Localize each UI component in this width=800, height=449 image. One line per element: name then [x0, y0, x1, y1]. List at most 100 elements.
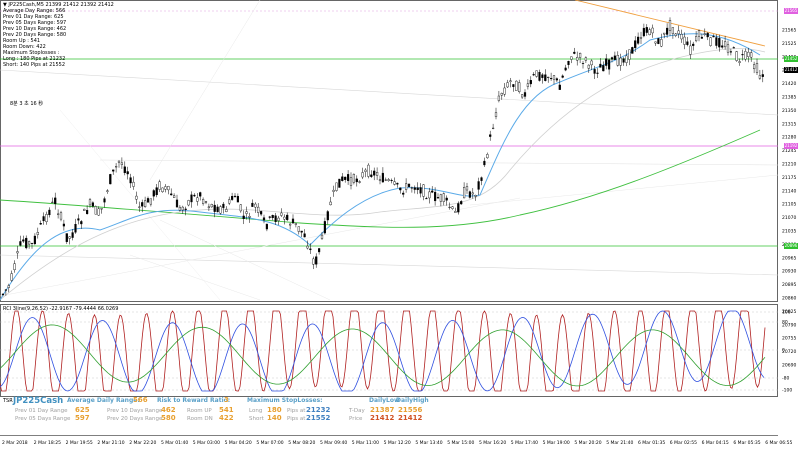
rci-axis-label: -100: [782, 388, 792, 394]
candle-body: [233, 195, 237, 198]
candle-body: [492, 127, 495, 129]
candle-body: [431, 190, 434, 193]
time-axis-label: 2 Mar 21:10: [97, 440, 124, 446]
candle-body: [367, 164, 370, 177]
candle-body: [68, 236, 71, 239]
candle-body: [471, 192, 474, 195]
candle-body: [506, 82, 509, 88]
candle-body: [155, 187, 158, 196]
candle-body: [117, 160, 121, 163]
rci-long-line: [0, 324, 766, 387]
ma-mid-line: [0, 48, 766, 301]
price-axis-label: 21245: [782, 148, 796, 154]
candle-body: [167, 186, 170, 191]
candle-body: [718, 38, 721, 48]
candle-body: [370, 174, 373, 177]
candle-body: [741, 54, 744, 56]
stat-line: Maximum Stoplosses :: [3, 50, 60, 56]
time-axis-label: 5 Mar 09:40: [320, 440, 347, 446]
long-label: Long: [249, 408, 263, 414]
candle-body: [587, 64, 590, 69]
candle-body: [697, 30, 701, 37]
candle-body: [341, 176, 344, 181]
candle-body: [541, 74, 544, 78]
price-tag-top: 21565: [784, 8, 798, 14]
long-pips: 180: [267, 406, 282, 414]
candle-body: [428, 191, 431, 199]
candle-body: [581, 63, 585, 65]
candle-body: [416, 187, 419, 191]
candle-body: [608, 59, 611, 70]
tday-label: T-Day: [349, 408, 365, 414]
candle-body: [297, 226, 300, 232]
candle-body: [567, 61, 570, 65]
candle-body: [674, 33, 677, 36]
candle-body: [219, 206, 222, 214]
candle-body: [494, 112, 498, 117]
time-axis-label: 2 Mar 18:25: [34, 440, 61, 446]
candle-body: [590, 60, 593, 66]
tday-low: 21387: [370, 406, 395, 414]
time-axis: 2 Mar 2018 2 Mar 18:25 2 Mar 19:55 2 Mar 21…: [2, 440, 793, 446]
time-axis-label: 5 Mar 13:40: [415, 440, 442, 446]
candle-body: [544, 74, 547, 81]
candle-body: [518, 82, 521, 93]
candle-body: [668, 20, 672, 31]
candle-body: [480, 177, 483, 181]
candle-body: [10, 273, 13, 281]
candle-body: [22, 239, 25, 242]
time-axis-label: 2 Mar 22:20: [129, 440, 156, 446]
candle-body: [77, 218, 80, 221]
candle-body: [283, 216, 286, 220]
candle-body: [245, 211, 248, 214]
candle-body: [651, 27, 654, 34]
candle-body: [326, 211, 329, 221]
candle-body: [274, 215, 277, 222]
rci-axis-label: 0: [782, 348, 785, 354]
candle-body: [129, 177, 132, 184]
short-label: Short: [249, 416, 264, 422]
candle-body: [51, 201, 54, 203]
price-axis-label: 21565: [782, 28, 796, 34]
candle-body: [677, 30, 680, 35]
price-axis-label: 21280: [782, 135, 796, 141]
candle-body: [268, 216, 271, 218]
candle-body: [463, 187, 466, 199]
candle-body: [758, 75, 761, 79]
candle-body: [750, 52, 753, 58]
candle-body: [706, 32, 709, 38]
candle-body: [80, 221, 83, 225]
candle-body: [654, 41, 657, 44]
candle-body: [405, 183, 408, 190]
roomup-label: Room UP: [187, 408, 212, 414]
candle-body: [59, 212, 63, 220]
candle-body: [451, 206, 454, 209]
candle-body: [280, 212, 283, 216]
time-axis-label: 2 Mar 2018: [2, 440, 28, 446]
price-axis-label: 20825: [782, 309, 796, 315]
candle-body: [410, 187, 413, 189]
daily-low-header: DailyLow: [369, 397, 400, 404]
ma-slow-line: [0, 129, 761, 228]
price-axis-label: 21350: [782, 108, 796, 114]
candle-body: [561, 75, 564, 78]
stat-line: Average Day Range: 566: [3, 8, 66, 14]
candle-body: [13, 263, 16, 271]
time-axis-label: 5 Mar 03:00: [193, 440, 220, 446]
candle-body: [683, 36, 686, 45]
candle-body: [434, 191, 437, 202]
candle-body: [535, 70, 538, 77]
candle-body: [639, 37, 643, 39]
candle-body: [671, 27, 674, 34]
candle-body: [657, 38, 660, 44]
candle-body: [65, 233, 68, 242]
prev01-label: Prev 01 Day Range: [15, 408, 68, 414]
candle-body: [570, 56, 573, 60]
candle-body: [152, 190, 155, 197]
candle-body: [584, 57, 587, 61]
candle-body: [57, 213, 60, 215]
time-axis-label: 5 Mar 16:20: [479, 440, 506, 446]
candle-body: [605, 58, 608, 66]
price-low: 21412: [370, 414, 395, 422]
